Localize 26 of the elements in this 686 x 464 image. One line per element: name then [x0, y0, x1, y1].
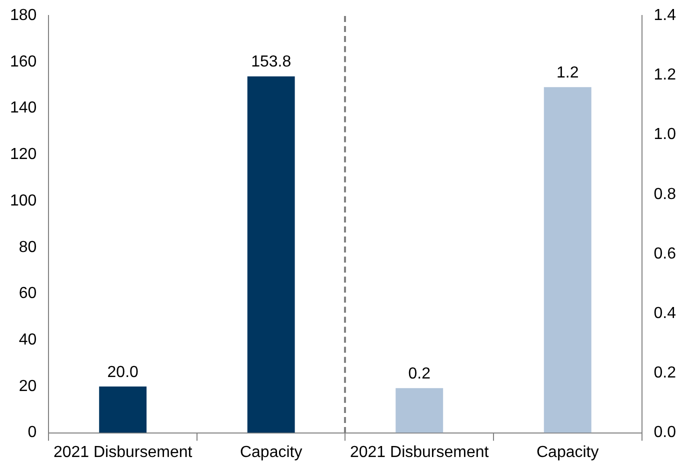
- y-tick-label: 140: [10, 100, 37, 117]
- y-tick-label: 180: [10, 7, 37, 24]
- x-tick-label: 2021 Disbursement: [53, 444, 193, 461]
- y-tick-label: 60: [18, 285, 37, 302]
- data-label: 0.2: [408, 366, 431, 383]
- y-tick-label: 120: [10, 146, 37, 164]
- data-label: 20.0: [107, 364, 138, 381]
- y2-tick-label: 0.4: [654, 305, 676, 322]
- x-tick-label: 2021 Disbursement: [350, 444, 490, 461]
- y2-tick-label: 1.2: [654, 66, 676, 84]
- y2-tick-label: 0.2: [654, 364, 676, 382]
- y-tick-label: 40: [18, 331, 37, 348]
- data-label: 153.8: [251, 54, 292, 71]
- y-tick-label: 80: [18, 238, 37, 256]
- y-tick-label: 100: [10, 192, 37, 210]
- y-tick-label: 20: [18, 378, 37, 395]
- y2-tick-label: 1.0: [654, 126, 676, 144]
- y2-tick-label: 0.8: [654, 186, 676, 203]
- data-label: 1.2: [556, 64, 579, 82]
- y-tick-label: 0: [28, 424, 37, 442]
- y2-tick-label: 0.0: [654, 424, 676, 442]
- y-tick-label: 160: [10, 53, 37, 70]
- x-tick-label: Capacity: [240, 444, 302, 461]
- x-tick-label: Capacity: [536, 444, 599, 461]
- y2-tick-label: 1.4: [654, 7, 676, 24]
- y2-tick-label: 0.6: [654, 245, 676, 262]
